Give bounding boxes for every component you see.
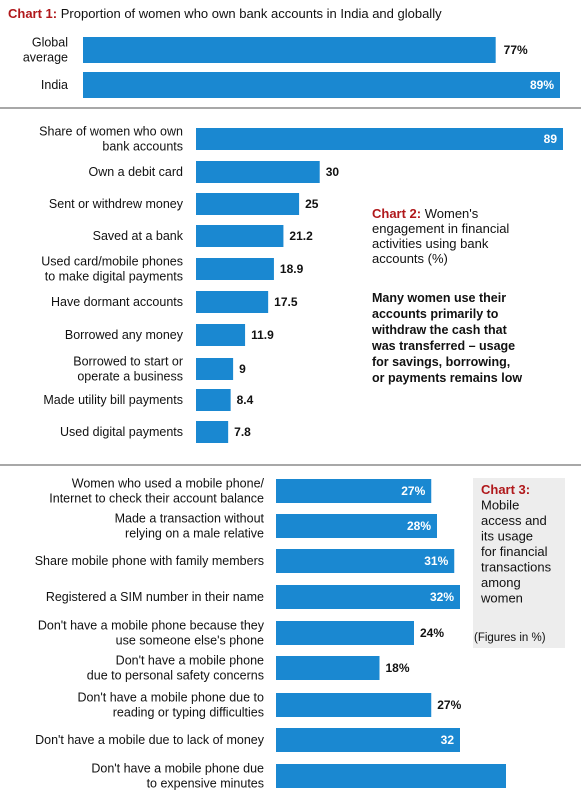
chart-1-title: Chart 1: Proportion of women who own ban…: [8, 6, 442, 21]
chart-2-value-label: 17.5: [274, 295, 298, 309]
chart-2-category-label: Used card/mobile phones to make digital p…: [41, 255, 183, 284]
chart-2-title: Chart 2: Women's engagement in financial a…: [372, 206, 509, 266]
chart-3-bar: [276, 621, 414, 645]
chart-3-category-label: Don't have a mobile due to lack of money: [35, 733, 265, 747]
chart-3-value-label: 32: [441, 733, 455, 747]
chart-3-bar: [276, 656, 380, 680]
chart-3-value-label: 32%: [430, 590, 454, 604]
chart-2-category-label: Borrowed any money: [65, 328, 184, 342]
chart-3-category-label: Made a transaction without relying on a m…: [115, 512, 265, 541]
chart-3-bar: [276, 764, 506, 788]
chart-3-bar: [276, 514, 437, 538]
chart-2-value-label: 30: [326, 165, 340, 179]
chart-3-value-label: 24%: [420, 626, 444, 640]
chart-2-value-label: 18.9: [280, 262, 304, 276]
chart-3-value-label: 27%: [437, 698, 461, 712]
chart-2-bar: [196, 161, 320, 183]
chart-2-value-label: 25: [305, 197, 319, 211]
chart-2-category-label: Used digital payments: [60, 425, 183, 439]
chart-3-category-label: Don't have a mobile phone due to personal…: [87, 654, 264, 683]
chart-3-category-label: Don't have a mobile phone because they us…: [38, 619, 265, 648]
chart-2-bar: [196, 128, 563, 150]
chart-1-category-label: India: [41, 78, 68, 92]
chart-3-value-label: 27%: [401, 484, 425, 498]
chart-3-bar: [276, 693, 432, 717]
chart-2-bar: [196, 389, 231, 411]
chart-1-category-label: Global average: [23, 36, 68, 65]
chart-2-value-label: 89: [544, 132, 558, 146]
chart-3-category-label: Women who used a mobile phone/Internet t…: [49, 477, 264, 506]
chart-3-value-label: 31%: [424, 554, 448, 568]
chart-2-bar: [196, 193, 300, 215]
chart-3-title: Chart 3: Mobile access and its usage for fin…: [480, 482, 552, 606]
chart-3-category-label: Share mobile phone with family members: [35, 554, 264, 568]
chart-3-bar: [276, 549, 455, 573]
chart-3-value-label: 18%: [386, 661, 410, 675]
chart-2-bar: [196, 358, 234, 380]
chart-1-value-label: 77%: [504, 43, 528, 57]
chart-2-note: Many women use their accounts primarily t…: [371, 291, 522, 385]
chart-2-bar: [196, 291, 269, 313]
chart-3-panel: [473, 478, 565, 648]
chart-1-bar: [83, 37, 496, 63]
chart-3-bar: [276, 585, 460, 609]
chart-2-bar: [196, 324, 246, 346]
chart-2-value-label: 8.4: [237, 393, 254, 407]
chart-2-category-label: Sent or withdrew money: [49, 197, 184, 211]
chart-2-value-label: 7.8: [234, 425, 251, 439]
chart-3-bar: [276, 479, 432, 503]
chart-2-bar: [196, 225, 284, 247]
chart-3-category-label: Don't have a mobile phone due to reading …: [77, 691, 264, 720]
chart-2-category-label: Own a debit card: [89, 165, 184, 179]
chart-1-value-label: 89%: [530, 78, 554, 92]
chart-3-units-note: (Figures in %): [474, 632, 546, 644]
chart-3-value-label: 28%: [407, 519, 431, 533]
chart-2-category-label: Borrowed to start or operate a business: [73, 355, 183, 384]
chart-2-category-label: Share of women who own bank accounts: [39, 125, 183, 154]
chart-1-bar: [83, 72, 560, 98]
chart-2-category-label: Made utility bill payments: [43, 393, 183, 407]
chart-3-category-label: Registered a SIM number in their name: [46, 590, 264, 604]
chart-2-bar: [196, 258, 274, 280]
chart-2-value-label: 9: [239, 362, 246, 376]
chart-2-bar: [196, 421, 229, 443]
chart-2-category-label: Have dormant accounts: [51, 295, 183, 309]
chart-2-value-label: 21.2: [289, 229, 313, 243]
chart-2-value-label: 11.9: [251, 328, 274, 342]
chart-3-category-label: Don't have a mobile phone due to expensiv…: [91, 762, 264, 791]
chart-3-bar: [276, 728, 460, 752]
chart-2-category-label: Saved at a bank: [93, 229, 184, 243]
